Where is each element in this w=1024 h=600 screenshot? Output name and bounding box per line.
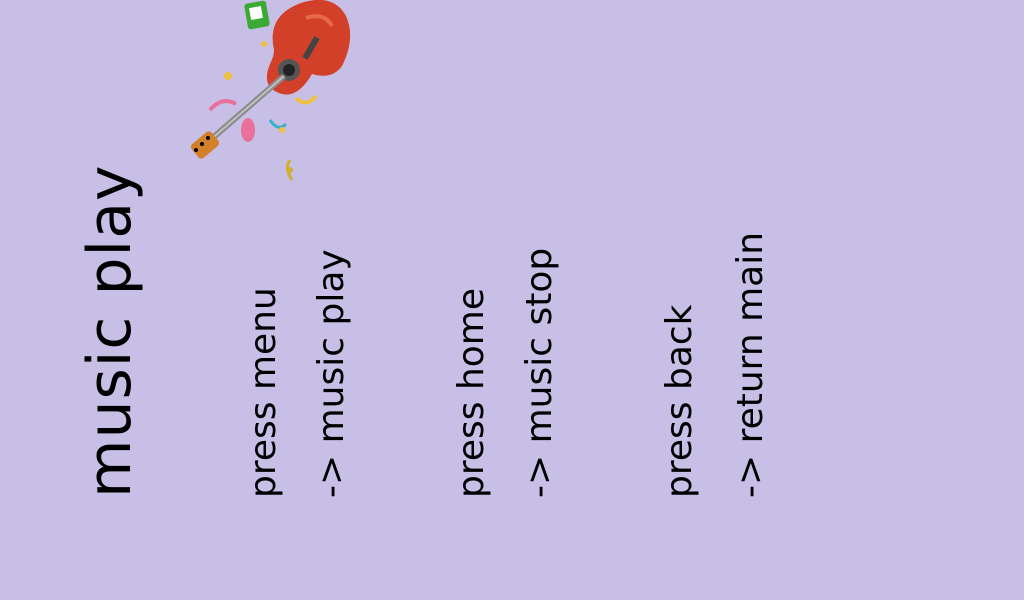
instruction-press-menu: press menu bbox=[243, 287, 284, 498]
screen-title: music play bbox=[75, 164, 145, 499]
instruction-return-main: -> return main bbox=[730, 231, 771, 498]
instruction-press-back: press back bbox=[659, 304, 700, 498]
instruction-music-stop: -> music stop bbox=[519, 247, 560, 498]
guitar-icon bbox=[190, 0, 351, 181]
instruction-music-play: -> music play bbox=[311, 249, 352, 498]
instruction-press-home: press home bbox=[451, 287, 492, 498]
